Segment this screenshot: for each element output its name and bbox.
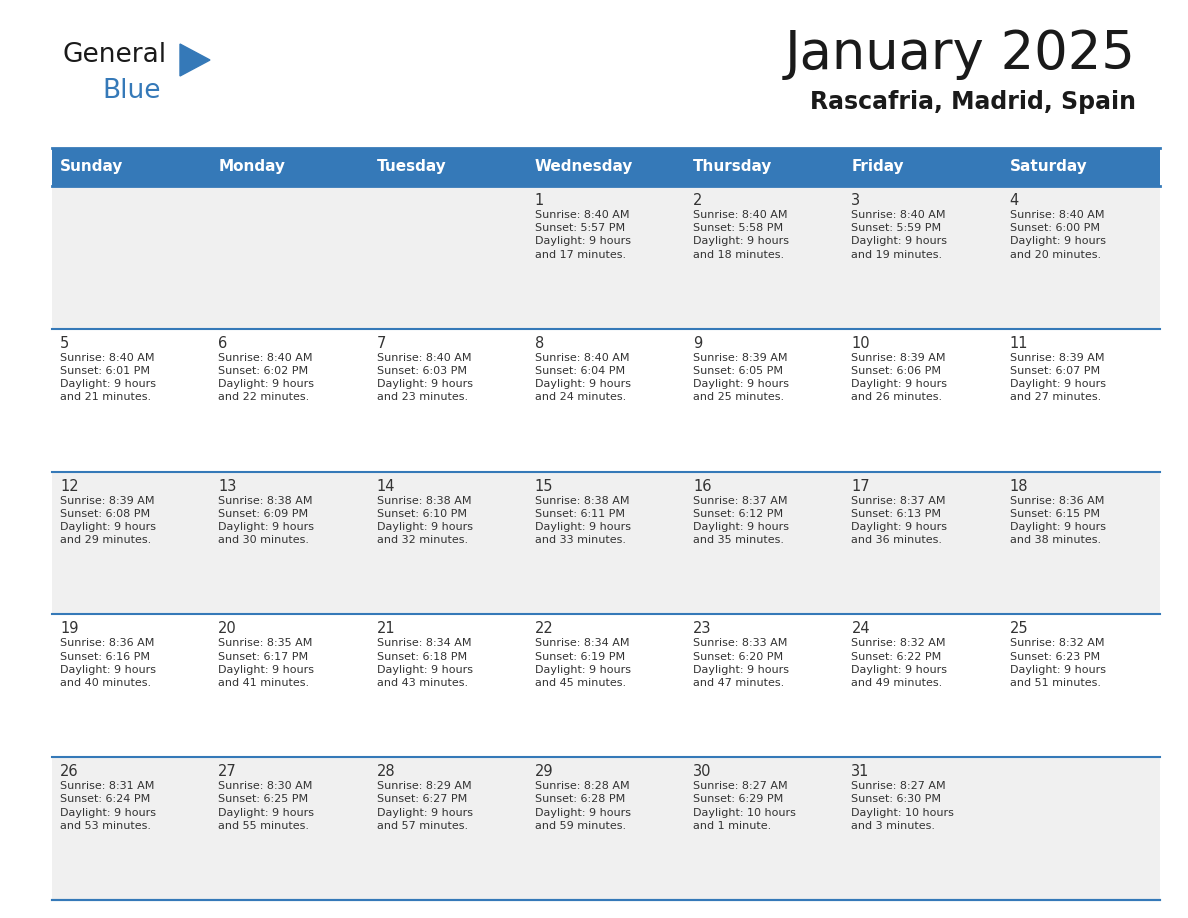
Text: 9: 9 [693, 336, 702, 351]
Text: Sunrise: 8:40 AM
Sunset: 6:02 PM
Daylight: 9 hours
and 22 minutes.: Sunrise: 8:40 AM Sunset: 6:02 PM Dayligh… [219, 353, 315, 402]
Text: Sunrise: 8:40 AM
Sunset: 6:04 PM
Daylight: 9 hours
and 24 minutes.: Sunrise: 8:40 AM Sunset: 6:04 PM Dayligh… [535, 353, 631, 402]
Text: Sunrise: 8:40 AM
Sunset: 5:59 PM
Daylight: 9 hours
and 19 minutes.: Sunrise: 8:40 AM Sunset: 5:59 PM Dayligh… [852, 210, 947, 260]
Text: 12: 12 [61, 478, 78, 494]
Text: 21: 21 [377, 621, 396, 636]
Text: 3: 3 [852, 193, 860, 208]
Text: Sunrise: 8:33 AM
Sunset: 6:20 PM
Daylight: 9 hours
and 47 minutes.: Sunrise: 8:33 AM Sunset: 6:20 PM Dayligh… [693, 638, 789, 688]
Text: General: General [62, 42, 166, 68]
Text: Wednesday: Wednesday [535, 160, 633, 174]
Text: 26: 26 [61, 764, 78, 779]
Text: 28: 28 [377, 764, 396, 779]
Bar [52, 757, 1159, 900]
Text: 27: 27 [219, 764, 238, 779]
Bar [52, 148, 1159, 186]
Text: 13: 13 [219, 478, 236, 494]
Text: Sunrise: 8:34 AM
Sunset: 6:18 PM
Daylight: 9 hours
and 43 minutes.: Sunrise: 8:34 AM Sunset: 6:18 PM Dayligh… [377, 638, 473, 688]
Text: Sunrise: 8:36 AM
Sunset: 6:16 PM
Daylight: 9 hours
and 40 minutes.: Sunrise: 8:36 AM Sunset: 6:16 PM Dayligh… [61, 638, 156, 688]
Text: Sunrise: 8:32 AM
Sunset: 6:23 PM
Daylight: 9 hours
and 51 minutes.: Sunrise: 8:32 AM Sunset: 6:23 PM Dayligh… [1010, 638, 1106, 688]
Text: Sunrise: 8:27 AM
Sunset: 6:29 PM
Daylight: 10 hours
and 1 minute.: Sunrise: 8:27 AM Sunset: 6:29 PM Dayligh… [693, 781, 796, 831]
Text: Sunrise: 8:39 AM
Sunset: 6:08 PM
Daylight: 9 hours
and 29 minutes.: Sunrise: 8:39 AM Sunset: 6:08 PM Dayligh… [61, 496, 156, 545]
Text: 11: 11 [1010, 336, 1029, 351]
Text: Blue: Blue [102, 78, 160, 104]
Text: Sunrise: 8:34 AM
Sunset: 6:19 PM
Daylight: 9 hours
and 45 minutes.: Sunrise: 8:34 AM Sunset: 6:19 PM Dayligh… [535, 638, 631, 688]
Text: 30: 30 [693, 764, 712, 779]
Text: Sunrise: 8:27 AM
Sunset: 6:30 PM
Daylight: 10 hours
and 3 minutes.: Sunrise: 8:27 AM Sunset: 6:30 PM Dayligh… [852, 781, 954, 831]
Text: Rascafria, Madrid, Spain: Rascafria, Madrid, Spain [810, 90, 1136, 114]
Bar [52, 472, 1159, 614]
Text: 1: 1 [535, 193, 544, 208]
Text: Sunrise: 8:40 AM
Sunset: 5:58 PM
Daylight: 9 hours
and 18 minutes.: Sunrise: 8:40 AM Sunset: 5:58 PM Dayligh… [693, 210, 789, 260]
Text: Sunrise: 8:40 AM
Sunset: 5:57 PM
Daylight: 9 hours
and 17 minutes.: Sunrise: 8:40 AM Sunset: 5:57 PM Dayligh… [535, 210, 631, 260]
Text: Sunrise: 8:30 AM
Sunset: 6:25 PM
Daylight: 9 hours
and 55 minutes.: Sunrise: 8:30 AM Sunset: 6:25 PM Dayligh… [219, 781, 315, 831]
Text: Sunrise: 8:40 AM
Sunset: 6:00 PM
Daylight: 9 hours
and 20 minutes.: Sunrise: 8:40 AM Sunset: 6:00 PM Dayligh… [1010, 210, 1106, 260]
Text: Sunrise: 8:37 AM
Sunset: 6:13 PM
Daylight: 9 hours
and 36 minutes.: Sunrise: 8:37 AM Sunset: 6:13 PM Dayligh… [852, 496, 947, 545]
Text: Monday: Monday [219, 160, 285, 174]
Bar [52, 614, 1159, 757]
Text: 6: 6 [219, 336, 228, 351]
Text: 19: 19 [61, 621, 78, 636]
Text: 5: 5 [61, 336, 69, 351]
Text: 10: 10 [852, 336, 870, 351]
Text: Sunrise: 8:40 AM
Sunset: 6:01 PM
Daylight: 9 hours
and 21 minutes.: Sunrise: 8:40 AM Sunset: 6:01 PM Dayligh… [61, 353, 156, 402]
Text: 22: 22 [535, 621, 554, 636]
Polygon shape [181, 44, 210, 76]
Text: Sunrise: 8:31 AM
Sunset: 6:24 PM
Daylight: 9 hours
and 53 minutes.: Sunrise: 8:31 AM Sunset: 6:24 PM Dayligh… [61, 781, 156, 831]
Bar [52, 186, 1159, 329]
Text: Tuesday: Tuesday [377, 160, 447, 174]
Text: Sunrise: 8:39 AM
Sunset: 6:07 PM
Daylight: 9 hours
and 27 minutes.: Sunrise: 8:39 AM Sunset: 6:07 PM Dayligh… [1010, 353, 1106, 402]
Text: Sunrise: 8:38 AM
Sunset: 6:09 PM
Daylight: 9 hours
and 30 minutes.: Sunrise: 8:38 AM Sunset: 6:09 PM Dayligh… [219, 496, 315, 545]
Text: Sunrise: 8:28 AM
Sunset: 6:28 PM
Daylight: 9 hours
and 59 minutes.: Sunrise: 8:28 AM Sunset: 6:28 PM Dayligh… [535, 781, 631, 831]
Text: 24: 24 [852, 621, 870, 636]
Text: 15: 15 [535, 478, 554, 494]
Text: Saturday: Saturday [1010, 160, 1087, 174]
Text: 2: 2 [693, 193, 702, 208]
Text: 14: 14 [377, 478, 396, 494]
Text: Sunrise: 8:32 AM
Sunset: 6:22 PM
Daylight: 9 hours
and 49 minutes.: Sunrise: 8:32 AM Sunset: 6:22 PM Dayligh… [852, 638, 947, 688]
Text: Sunrise: 8:36 AM
Sunset: 6:15 PM
Daylight: 9 hours
and 38 minutes.: Sunrise: 8:36 AM Sunset: 6:15 PM Dayligh… [1010, 496, 1106, 545]
Text: Sunrise: 8:35 AM
Sunset: 6:17 PM
Daylight: 9 hours
and 41 minutes.: Sunrise: 8:35 AM Sunset: 6:17 PM Dayligh… [219, 638, 315, 688]
Bar [52, 329, 1159, 472]
Text: 25: 25 [1010, 621, 1029, 636]
Text: Sunrise: 8:40 AM
Sunset: 6:03 PM
Daylight: 9 hours
and 23 minutes.: Sunrise: 8:40 AM Sunset: 6:03 PM Dayligh… [377, 353, 473, 402]
Text: 4: 4 [1010, 193, 1019, 208]
Text: Sunrise: 8:37 AM
Sunset: 6:12 PM
Daylight: 9 hours
and 35 minutes.: Sunrise: 8:37 AM Sunset: 6:12 PM Dayligh… [693, 496, 789, 545]
Text: 20: 20 [219, 621, 238, 636]
Text: Friday: Friday [852, 160, 904, 174]
Text: January 2025: January 2025 [785, 28, 1136, 80]
Text: 17: 17 [852, 478, 870, 494]
Text: Sunrise: 8:39 AM
Sunset: 6:06 PM
Daylight: 9 hours
and 26 minutes.: Sunrise: 8:39 AM Sunset: 6:06 PM Dayligh… [852, 353, 947, 402]
Text: Sunrise: 8:29 AM
Sunset: 6:27 PM
Daylight: 9 hours
and 57 minutes.: Sunrise: 8:29 AM Sunset: 6:27 PM Dayligh… [377, 781, 473, 831]
Text: Sunday: Sunday [61, 160, 124, 174]
Text: 8: 8 [535, 336, 544, 351]
Text: 16: 16 [693, 478, 712, 494]
Text: Thursday: Thursday [693, 160, 772, 174]
Text: 31: 31 [852, 764, 870, 779]
Text: Sunrise: 8:38 AM
Sunset: 6:10 PM
Daylight: 9 hours
and 32 minutes.: Sunrise: 8:38 AM Sunset: 6:10 PM Dayligh… [377, 496, 473, 545]
Text: 29: 29 [535, 764, 554, 779]
Text: 18: 18 [1010, 478, 1029, 494]
Text: 23: 23 [693, 621, 712, 636]
Text: Sunrise: 8:39 AM
Sunset: 6:05 PM
Daylight: 9 hours
and 25 minutes.: Sunrise: 8:39 AM Sunset: 6:05 PM Dayligh… [693, 353, 789, 402]
Text: 7: 7 [377, 336, 386, 351]
Text: Sunrise: 8:38 AM
Sunset: 6:11 PM
Daylight: 9 hours
and 33 minutes.: Sunrise: 8:38 AM Sunset: 6:11 PM Dayligh… [535, 496, 631, 545]
